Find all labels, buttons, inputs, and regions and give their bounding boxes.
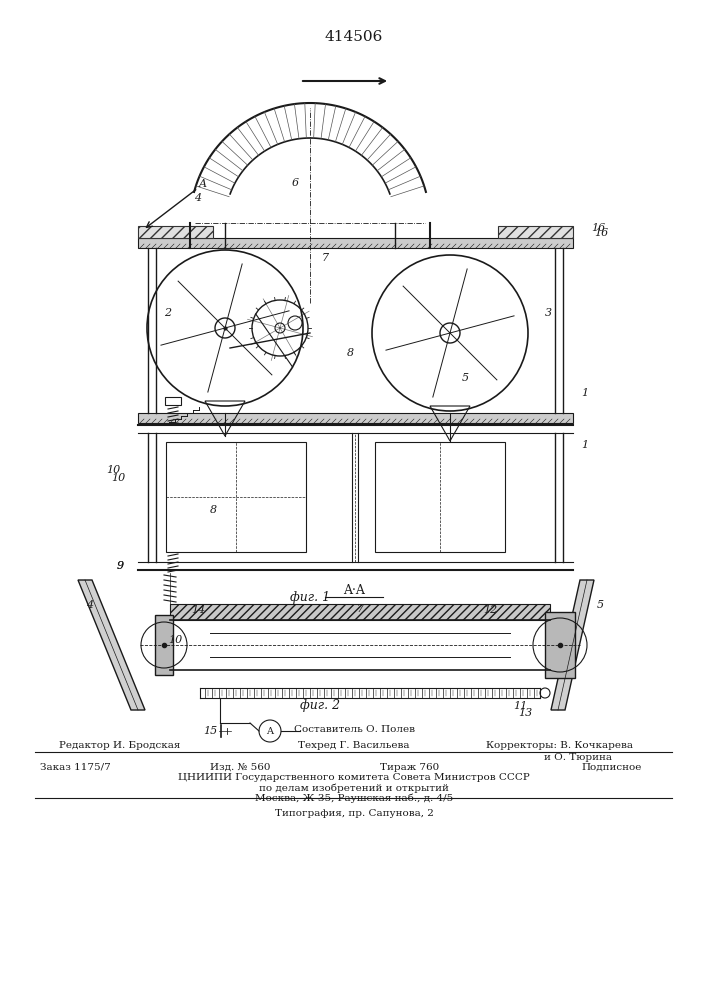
Text: Москва, Ж-35, Раушская наб., д. 4/5: Москва, Ж-35, Раушская наб., д. 4/5 xyxy=(255,793,453,803)
Circle shape xyxy=(275,323,285,333)
Text: Изд. № 560: Изд. № 560 xyxy=(210,762,270,772)
Text: 14: 14 xyxy=(191,605,205,615)
Bar xyxy=(170,604,550,620)
Text: 1: 1 xyxy=(581,388,588,398)
Text: Заказ 1175/7: Заказ 1175/7 xyxy=(40,762,110,772)
Text: 8: 8 xyxy=(346,348,354,358)
Text: 10: 10 xyxy=(168,635,182,645)
Text: фиг. 2: фиг. 2 xyxy=(300,698,340,712)
Polygon shape xyxy=(551,580,594,710)
Text: 11: 11 xyxy=(513,701,527,711)
Bar xyxy=(138,226,213,238)
Text: 5: 5 xyxy=(597,600,604,610)
Bar xyxy=(155,615,173,675)
Text: 10: 10 xyxy=(111,473,125,483)
Text: 4: 4 xyxy=(86,600,93,610)
Text: 15: 15 xyxy=(203,726,217,736)
Text: 7: 7 xyxy=(322,253,329,263)
Text: Техред Г. Васильева: Техред Г. Васильева xyxy=(298,740,410,750)
Text: Редактор И. Бродская: Редактор И. Бродская xyxy=(59,740,181,750)
Text: 5: 5 xyxy=(462,373,469,383)
Text: Подписное: Подписное xyxy=(582,762,642,772)
Text: по делам изобретений и открытий: по делам изобретений и открытий xyxy=(259,783,449,793)
Bar xyxy=(166,442,306,552)
Text: 9: 9 xyxy=(117,561,124,571)
Bar xyxy=(138,413,573,423)
Polygon shape xyxy=(78,580,145,710)
Text: 1: 1 xyxy=(581,440,588,450)
Text: 16: 16 xyxy=(591,223,605,233)
Text: ЦНИИПИ Государственного комитета Совета Министров СССР: ЦНИИПИ Государственного комитета Совета … xyxy=(178,774,530,782)
Bar xyxy=(498,226,573,238)
Circle shape xyxy=(215,318,235,338)
Text: Тираж 760: Тираж 760 xyxy=(380,762,440,772)
Text: A: A xyxy=(267,726,274,736)
Bar xyxy=(545,612,575,678)
Bar xyxy=(165,397,181,405)
Text: A·A: A·A xyxy=(343,584,365,596)
Text: Составитель О. Полев: Составитель О. Полев xyxy=(293,726,414,734)
Text: 414506: 414506 xyxy=(325,30,383,44)
Circle shape xyxy=(440,323,460,343)
Bar xyxy=(138,238,573,248)
Text: 9: 9 xyxy=(117,561,124,571)
Text: 4: 4 xyxy=(194,193,201,203)
Text: 7: 7 xyxy=(356,604,363,614)
Text: 2: 2 xyxy=(165,308,172,318)
Text: фиг. 1: фиг. 1 xyxy=(290,591,330,604)
Text: 16: 16 xyxy=(594,228,608,238)
Text: 3: 3 xyxy=(544,308,551,318)
Text: 10: 10 xyxy=(106,465,120,475)
Text: и О. Тюрина: и О. Тюрина xyxy=(544,754,612,762)
Circle shape xyxy=(288,316,302,330)
Text: 6: 6 xyxy=(291,178,298,188)
Text: 12: 12 xyxy=(483,605,497,615)
Text: A: A xyxy=(199,179,207,189)
Text: Корректоры: В. Кочкарева: Корректоры: В. Кочкарева xyxy=(486,740,633,750)
Text: 8: 8 xyxy=(209,505,216,515)
Bar xyxy=(375,442,505,552)
Text: Типография, пр. Сапунова, 2: Типография, пр. Сапунова, 2 xyxy=(274,810,433,818)
Text: 13: 13 xyxy=(518,708,532,718)
